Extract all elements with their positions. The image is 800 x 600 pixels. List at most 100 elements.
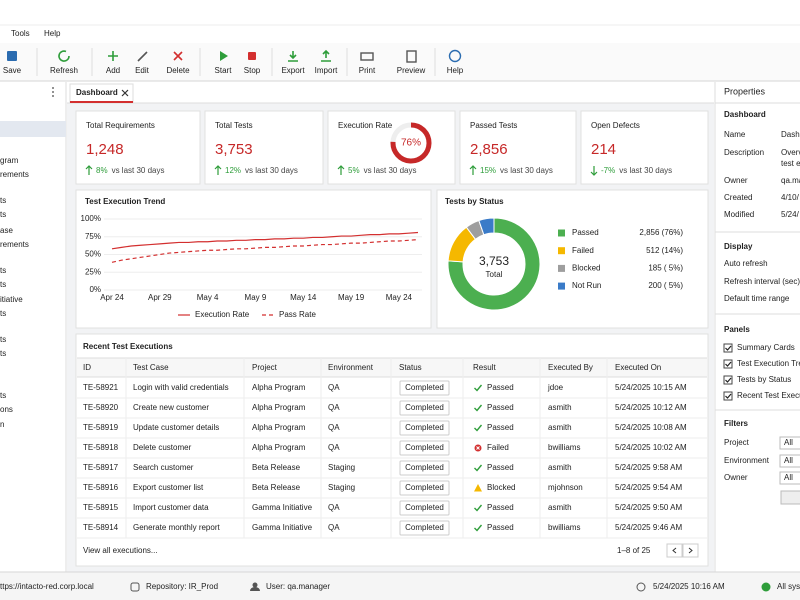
result-icon xyxy=(474,504,483,512)
tree-item[interactable]: ts xyxy=(0,309,6,318)
icon xyxy=(7,51,17,61)
toolbar-button[interactable]: Help xyxy=(447,66,464,75)
dropdown xyxy=(779,436,800,450)
result-icon xyxy=(474,464,483,472)
status-text: Completed xyxy=(405,383,444,392)
toolbar-button[interactable]: Export xyxy=(281,66,305,75)
tab-label[interactable]: Dashboard xyxy=(76,88,118,97)
status-badge xyxy=(399,400,450,416)
field-label: Default time range xyxy=(724,294,790,303)
cell: Staging xyxy=(328,483,355,492)
checkmark xyxy=(725,377,732,383)
tree-item[interactable]: ts xyxy=(0,335,6,344)
legend-label: Passed xyxy=(572,228,599,237)
card-title: Open Defects xyxy=(591,121,640,130)
cell: TE-58918 xyxy=(83,443,119,452)
card-value: 1,248 xyxy=(86,141,124,158)
card xyxy=(204,110,324,185)
checkbox-label[interactable]: Tests by Status xyxy=(737,375,791,384)
tree-item[interactable]: ts xyxy=(0,266,6,275)
dropdown-value[interactable]: All xyxy=(784,473,793,482)
checkbox-label[interactable]: Summary Cards xyxy=(737,343,795,352)
cell: Blocked xyxy=(487,483,515,492)
cell: QA xyxy=(328,503,340,512)
status-badge xyxy=(399,440,450,456)
icon xyxy=(58,50,70,62)
cell: Export customer list xyxy=(133,483,204,492)
cell: 5/24/2025 10:02 AM xyxy=(615,443,687,452)
cell: Alpha Program xyxy=(252,423,306,432)
column-header[interactable]: Environment xyxy=(328,363,374,372)
chevron xyxy=(688,547,693,554)
view-all-link[interactable]: View all executions... xyxy=(83,546,158,555)
x-tick-label: May 19 xyxy=(338,293,365,302)
cell: 5/24/2025 9:46 AM xyxy=(615,523,683,532)
toolbar-button[interactable]: Add xyxy=(106,66,120,75)
status-badge xyxy=(399,380,450,396)
card-delta: 12% vs last 30 days xyxy=(225,166,298,175)
tree-item[interactable]: ts xyxy=(0,349,6,358)
card-value: 2,856 xyxy=(470,141,508,158)
toolbar-button[interactable]: Refresh xyxy=(50,66,78,75)
tree-item[interactable]: ts xyxy=(0,210,6,219)
toolbar-button[interactable]: Delete xyxy=(166,66,190,75)
tree-item[interactable]: ase xyxy=(0,226,13,235)
cell: asmith xyxy=(548,403,572,412)
delta-value: 15% xyxy=(480,166,496,175)
checkbox-label[interactable]: Recent Test Executi xyxy=(737,391,800,400)
cell: Passed xyxy=(487,463,514,472)
card-delta: 15% vs last 30 days xyxy=(480,166,553,175)
card xyxy=(459,110,577,185)
dropdown-value[interactable]: All xyxy=(784,456,793,465)
toolbar-button[interactable]: Print xyxy=(359,66,376,75)
status-badge xyxy=(399,500,450,516)
tree-item[interactable]: rements xyxy=(0,170,29,179)
tree-item[interactable]: ts xyxy=(0,280,6,289)
tree-item[interactable]: ts xyxy=(0,391,6,400)
column-header[interactable]: Executed On xyxy=(615,363,661,372)
toolbar-button[interactable]: Edit xyxy=(135,66,150,75)
tree-item[interactable]: ons xyxy=(0,405,13,414)
status-dot xyxy=(761,582,771,592)
card-value: 214 xyxy=(591,141,616,158)
legend-swatch xyxy=(558,247,565,255)
delta-value: -7% xyxy=(601,166,615,175)
column-header[interactable]: Result xyxy=(473,363,496,372)
legend-value: 185 ( 5%) xyxy=(648,264,683,273)
toolbar-button[interactable]: Preview xyxy=(397,66,426,75)
column-header[interactable]: Status xyxy=(399,363,422,372)
tree-item[interactable]: itiative xyxy=(0,295,23,304)
chart-title: Test Execution Trend xyxy=(85,197,165,206)
toolbar xyxy=(0,43,800,81)
toolbar-button[interactable]: Stop xyxy=(244,66,261,75)
dropdown-value[interactable]: All xyxy=(784,438,793,447)
legend-swatch xyxy=(558,229,565,237)
tree-item[interactable]: ts xyxy=(0,196,6,205)
dropdown xyxy=(779,454,800,468)
checkmark xyxy=(725,361,732,367)
cell: Gamma Initiative xyxy=(252,523,313,532)
toolbar-button[interactable]: Save xyxy=(3,66,22,75)
menu-item[interactable]: Tools xyxy=(11,29,30,38)
checkbox-label[interactable]: Test Execution Tren xyxy=(737,359,800,368)
tab-accent xyxy=(70,101,133,103)
page-button xyxy=(666,543,683,558)
column-header[interactable]: Test Case xyxy=(133,363,169,372)
column-header[interactable]: ID xyxy=(83,363,91,372)
cell: TE-58920 xyxy=(83,403,119,412)
toolbar-button[interactable]: Start xyxy=(215,66,233,75)
column-header[interactable]: Project xyxy=(252,363,278,372)
field-value: 4/10/ xyxy=(781,193,800,202)
tree-item[interactable]: n xyxy=(0,420,4,429)
menu-item[interactable]: Help xyxy=(44,29,61,38)
cell: jdoe xyxy=(547,383,564,392)
status-badge xyxy=(399,420,450,436)
tree-item[interactable]: rements xyxy=(0,240,29,249)
x-tick-label: Apr 29 xyxy=(148,293,172,302)
delta-note: vs last 30 days xyxy=(245,166,298,175)
column-header[interactable]: Executed By xyxy=(548,363,593,372)
tree-item[interactable]: gram xyxy=(0,156,19,165)
toolbar-button[interactable]: Import xyxy=(315,66,338,75)
section-heading: Display xyxy=(724,242,753,251)
